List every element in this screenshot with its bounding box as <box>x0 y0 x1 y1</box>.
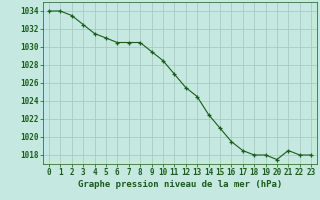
X-axis label: Graphe pression niveau de la mer (hPa): Graphe pression niveau de la mer (hPa) <box>78 180 282 189</box>
